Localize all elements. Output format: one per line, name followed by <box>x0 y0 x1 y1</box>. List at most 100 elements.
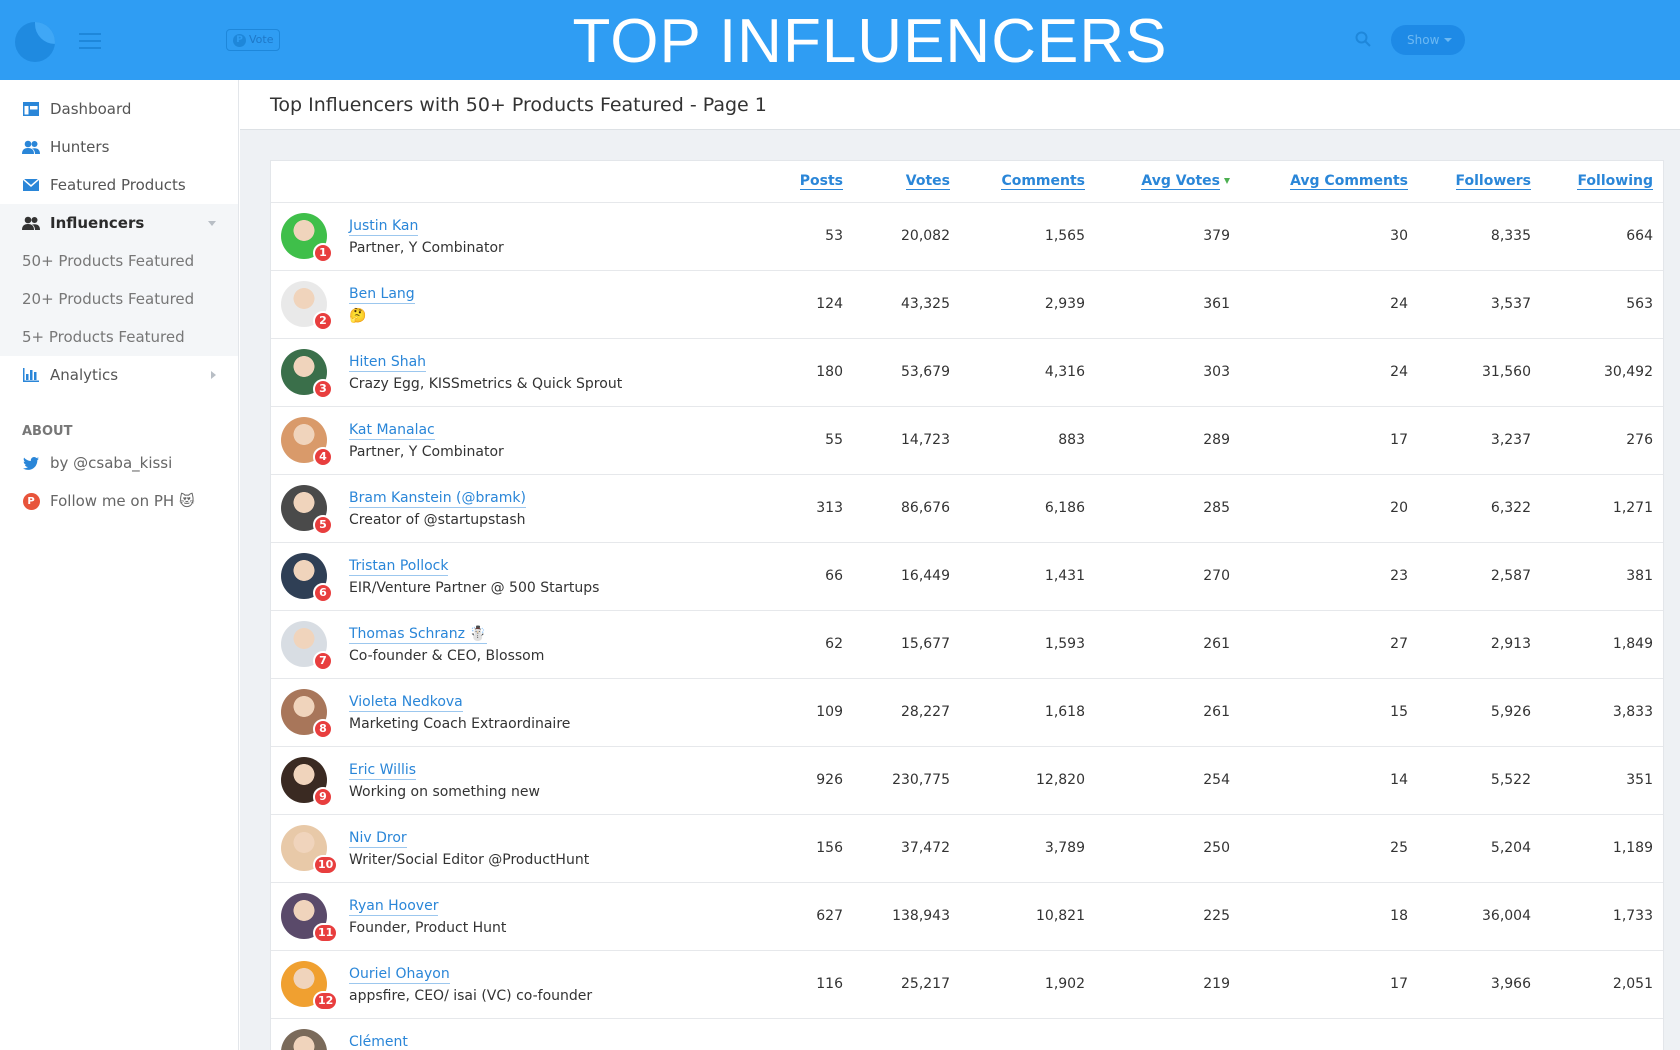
column-header-avg-comments[interactable]: Avg Comments <box>1290 173 1408 190</box>
votes-cell: 14,723 <box>901 432 950 448</box>
influencer-name-link[interactable]: Kat Manalac <box>349 422 435 440</box>
comments-cell: 4,316 <box>1044 364 1085 380</box>
column-header-votes[interactable]: Votes <box>905 173 950 190</box>
followers-cell: 6,322 <box>1490 500 1531 516</box>
avg-comments-cell: 24 <box>1390 364 1408 380</box>
rank-badge: 9 <box>313 787 333 807</box>
product-hunt-icon: P <box>22 492 40 510</box>
app-logo[interactable] <box>15 22 55 62</box>
influencer-name-link[interactable]: Ouriel Ohayon <box>349 966 450 984</box>
influencer-headline: Writer/Social Editor @ProductHunt <box>349 852 590 868</box>
followers-cell: 2,913 <box>1490 636 1531 652</box>
votes-cell: 20,082 <box>901 228 950 244</box>
rank-badge: 5 <box>313 515 333 535</box>
influencer-name-link[interactable]: Eric Willis <box>349 762 417 780</box>
sidebar-item-label: Influencers <box>50 214 145 232</box>
influencer-headline: appsfire, CEO/ isai (VC) co-founder <box>349 988 593 1004</box>
column-header-followers[interactable]: Followers <box>1455 173 1531 190</box>
influencer-headline: EIR/Venture Partner @ 500 Startups <box>349 580 600 596</box>
avg-comments-cell: 25 <box>1390 840 1408 856</box>
avg-votes-cell: 225 <box>1203 908 1230 924</box>
sort-desc-icon <box>1224 178 1230 184</box>
table-row: 11 Ryan Hoover Founder, Product Hunt 627 138… <box>271 883 1663 951</box>
subnav-item-50-plus[interactable]: 50+ Products Featured <box>22 252 195 270</box>
influencer-name-link[interactable]: Thomas Schranz ☃️ <box>349 626 487 644</box>
avatar[interactable] <box>281 1029 327 1050</box>
followers-cell: 3,966 <box>1490 976 1531 992</box>
comments-cell: 883 <box>1058 432 1085 448</box>
sidebar-item-featured-products[interactable]: Featured Products <box>0 166 238 204</box>
avg-votes-cell: 289 <box>1203 432 1230 448</box>
sidebar-item-label: Featured Products <box>50 176 186 194</box>
influencer-headline: Working on something new <box>349 784 540 800</box>
table-row: 3 Hiten Shah Crazy Egg, KISSmetrics & Quic… <box>271 339 1663 407</box>
votes-cell: 25,217 <box>901 976 950 992</box>
main-content: Top Influencers with 50+ Products Featur… <box>240 80 1680 1050</box>
sidebar-item-analytics[interactable]: Analytics <box>0 356 238 394</box>
following-cell: 563 <box>1626 296 1653 312</box>
influencer-name-link[interactable]: Bram Kanstein (@bramk) <box>349 490 526 508</box>
following-cell: 1,189 <box>1612 840 1653 856</box>
column-header-posts[interactable]: Posts <box>799 173 843 190</box>
posts-cell: 627 <box>816 908 843 924</box>
rank-badge: 6 <box>313 583 333 603</box>
posts-cell: 926 <box>816 772 843 788</box>
posts-cell: 180 <box>816 364 843 380</box>
influencers-table: Posts Votes Comments Avg Votes Avg Comme… <box>270 160 1664 1050</box>
influencer-name-link[interactable]: Justin Kan <box>349 218 419 236</box>
avg-comments-cell: 24 <box>1390 296 1408 312</box>
avg-comments-cell: 17 <box>1390 976 1408 992</box>
column-header-avg-votes[interactable]: Avg Votes <box>1141 173 1230 190</box>
following-cell: 381 <box>1626 568 1653 584</box>
following-cell: 3,833 <box>1612 704 1653 720</box>
sidebar-item-label: Analytics <box>50 366 119 384</box>
influencer-name-link[interactable]: Niv Dror <box>349 830 407 848</box>
sidebar-item-dashboard[interactable]: Dashboard <box>0 90 238 128</box>
followers-cell: 3,237 <box>1490 432 1531 448</box>
sidebar-item-hunters[interactable]: Hunters <box>0 128 238 166</box>
table-row: 9 Eric Willis Working on something new 926 2… <box>271 747 1663 815</box>
followers-cell: 2,587 <box>1490 568 1531 584</box>
comments-cell: 3,789 <box>1044 840 1085 856</box>
vote-label: Vote <box>249 33 274 46</box>
following-cell: 351 <box>1626 772 1653 788</box>
banner-title: TOP INFLUENCERS <box>572 7 1168 76</box>
influencer-name-link[interactable]: Clément <box>349 1034 408 1050</box>
votes-cell: 86,676 <box>901 500 950 516</box>
influencer-name-link[interactable]: Violeta Nedkova <box>349 694 463 712</box>
following-cell: 2,051 <box>1612 976 1653 992</box>
menu-icon[interactable] <box>79 33 101 49</box>
sidebar: Dashboard Hunters Featured Products Infl… <box>0 80 239 1050</box>
avg-comments-cell: 27 <box>1390 636 1408 652</box>
follow-ph-link[interactable]: P Follow me on PH 😻 <box>0 482 238 520</box>
avg-comments-cell: 23 <box>1390 568 1408 584</box>
followers-cell: 3,537 <box>1490 296 1531 312</box>
avg-votes-cell: 254 <box>1203 772 1230 788</box>
avg-votes-cell: 270 <box>1203 568 1230 584</box>
vote-button[interactable]: P Vote <box>226 29 281 51</box>
comments-cell: 1,565 <box>1044 228 1085 244</box>
subnav-item-20-plus[interactable]: 20+ Products Featured <box>22 290 195 308</box>
subnav-item-5-plus[interactable]: 5+ Products Featured <box>22 328 185 346</box>
influencer-name-link[interactable]: Ryan Hoover <box>349 898 439 916</box>
bar-chart-icon <box>22 367 40 383</box>
twitter-link-label: by @csaba_kissi <box>50 454 173 472</box>
influencer-name-link[interactable]: Ben Lang <box>349 286 415 304</box>
column-header-following[interactable]: Following <box>1577 173 1653 190</box>
rank-badge: 4 <box>313 447 333 467</box>
sidebar-item-influencers[interactable]: Influencers <box>0 204 238 242</box>
influencer-name-link[interactable]: Hiten Shah <box>349 354 427 372</box>
posts-cell: 53 <box>825 228 843 244</box>
column-header-comments[interactable]: Comments <box>1001 173 1085 190</box>
rank-badge: 10 <box>313 855 339 875</box>
influencer-name-link[interactable]: Tristan Pollock <box>349 558 449 576</box>
rank-badge: 7 <box>313 651 333 671</box>
following-cell: 1,849 <box>1612 636 1653 652</box>
following-cell: 664 <box>1626 228 1653 244</box>
twitter-link[interactable]: by @csaba_kissi <box>0 444 238 482</box>
show-dropdown[interactable]: Show <box>1391 25 1465 55</box>
votes-cell: 138,943 <box>892 908 950 924</box>
search-icon[interactable] <box>1355 31 1371 47</box>
table-row: 5 Bram Kanstein (@bramk) Creator of @start… <box>271 475 1663 543</box>
table-row: 10 Niv Dror Writer/Social Editor @ProductH… <box>271 815 1663 883</box>
